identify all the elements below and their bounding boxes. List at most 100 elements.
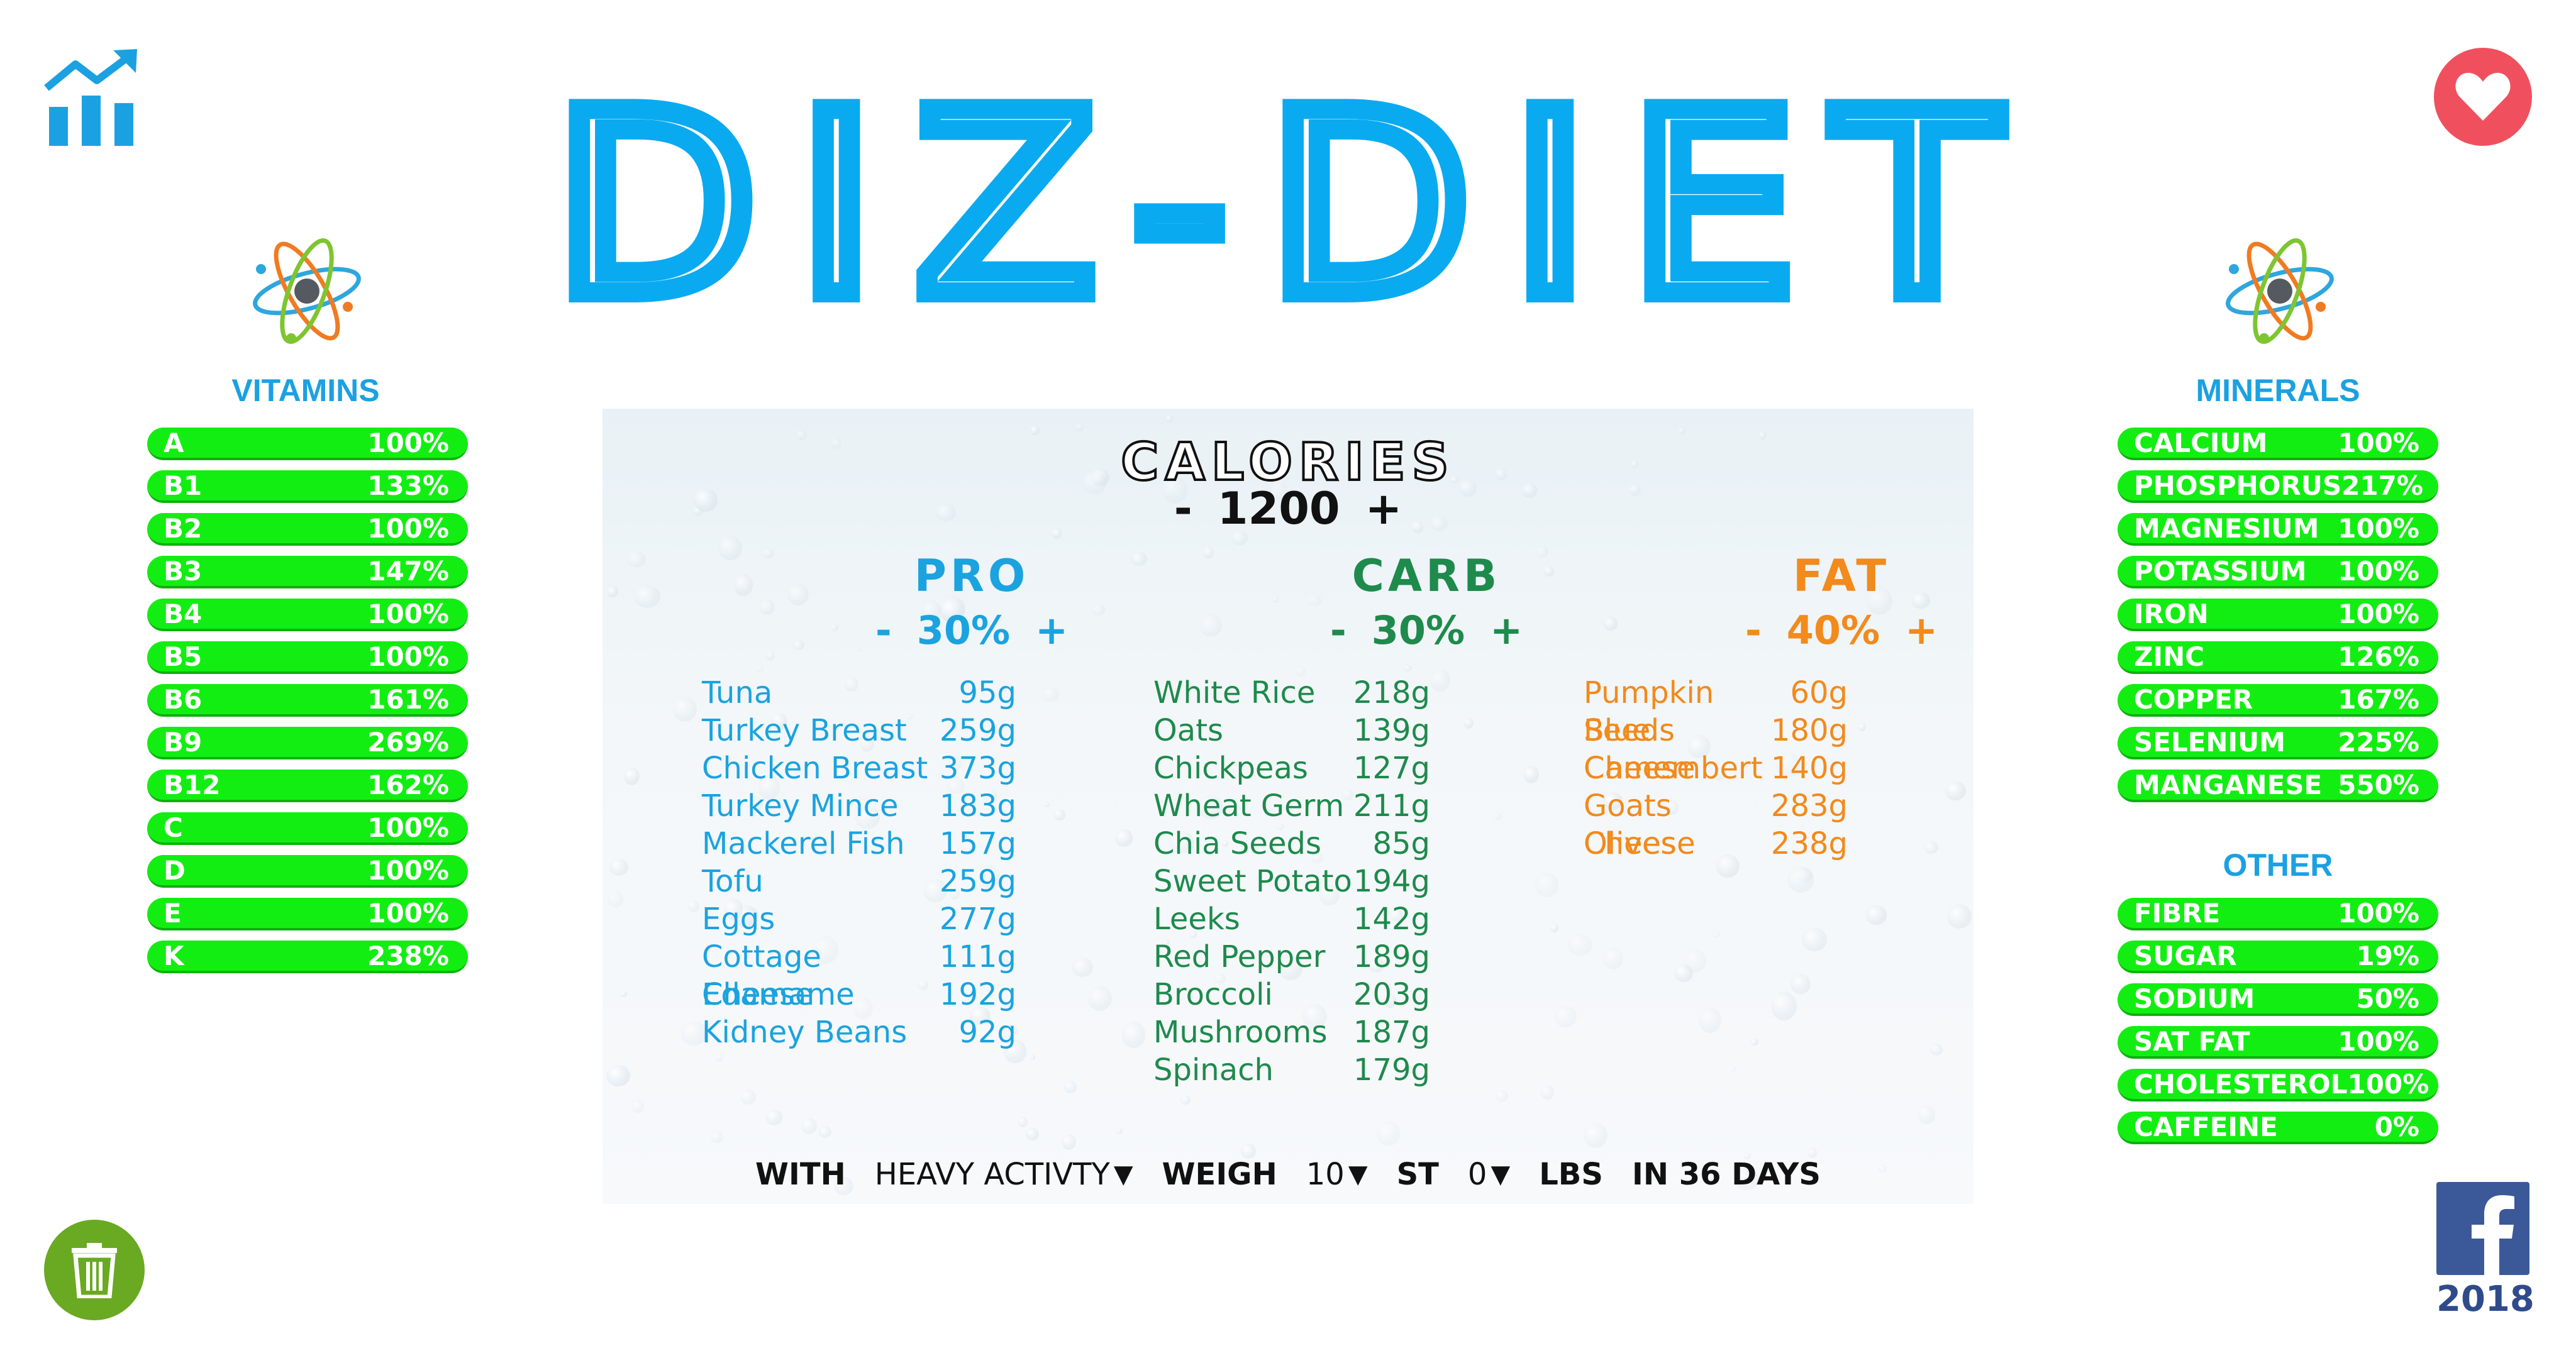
water-drop [715,1052,724,1062]
food-row: Mackerel Fish 157g [702,825,1016,863]
water-drop [758,774,780,800]
app-title-text: DIZ-DIET [553,94,2038,308]
fat-food-list: Pumpkin Seeds 60g Blue Cheese 180g Camembert… [1584,674,1848,863]
calories-minus-button[interactable]: - [1174,483,1192,534]
food-name: Pumpkin Seeds [1584,675,1714,748]
food-row: Cottage Cheese 111g [702,938,1016,1012]
carb-percent: 30% [1371,607,1465,653]
water-drop [1064,1081,1077,1094]
water-drop [1411,520,1423,534]
water-drop [1550,923,1559,932]
food-amount: 179g [1353,1052,1430,1088]
food-row: Mushrooms 187g [1153,1013,1430,1051]
water-drop [845,676,858,692]
water-drop [1081,472,1107,495]
nutrient-pill: COPPER 167% [2118,684,2438,717]
water-drop [1204,837,1211,843]
protein-minus-button[interactable]: - [875,607,892,653]
water-drop [1677,428,1686,434]
nutrient-percent: 100% [367,854,449,886]
nutrient-label: IRON [2134,598,2209,629]
water-drop [770,712,788,731]
water-drop [949,888,960,900]
food-row: Broccoli 203g [1153,976,1430,1013]
water-drop [1121,1022,1146,1048]
facebook-share[interactable]: 2018 [2436,1182,2534,1327]
water-drop [623,767,640,786]
facebook-icon[interactable] [2436,1182,2529,1275]
food-name: Olives [1584,826,1677,861]
protein-stepper: - 30% + [814,607,1129,653]
food-name: Tofu [702,864,763,899]
water-drop [855,646,863,652]
clear-button[interactable] [44,1220,145,1320]
heart-icon [2455,72,2511,121]
water-drop [1403,664,1412,672]
food-amount: 194g [1353,864,1430,899]
food-amount: 127g [1353,751,1430,786]
food-amount: 140g [1770,751,1848,786]
water-drop [1496,1090,1509,1103]
carb-title: CARB [1352,550,1501,602]
lbs-label: LBS [1539,1157,1603,1192]
water-drop [1004,1030,1013,1039]
water-drop [1222,840,1229,847]
food-name: Turkey Breast [702,713,907,748]
st-label: ST [1396,1157,1439,1192]
water-drop [1272,596,1279,603]
app-title: DIZ-DIET [541,50,2050,362]
nutrient-pill: CHOLESTEROL 100% [2118,1069,2438,1101]
favorite-button[interactable] [2434,48,2532,146]
pounds-dropdown[interactable]: 0 ▼ [1468,1157,1510,1192]
water-drop [834,1177,853,1195]
nutrient-pill: MAGNESIUM 100% [2118,513,2438,546]
nutrient-label: A [164,427,184,458]
dropdown-arrow-icon: ▼ [1491,1160,1511,1189]
water-drop [1744,1152,1751,1159]
nutrient-pill: PHOSPHORUS 217% [2118,470,2438,503]
stones-dropdown[interactable]: 10 ▼ [1306,1157,1368,1192]
activity-dropdown[interactable]: HEAVY ACTIVTY ▼ [875,1157,1133,1192]
carb-minus-button[interactable]: - [1330,607,1346,653]
water-drop [1750,1039,1759,1046]
water-drop [1734,1168,1759,1190]
water-drop [1665,800,1679,815]
protein-plus-button[interactable]: + [1035,607,1069,653]
water-drop [1521,483,1537,499]
carb-plus-button[interactable]: + [1490,607,1523,653]
calories-plus-button[interactable]: + [1365,483,1402,534]
food-amount: 95g [958,675,1016,710]
water-drop [1389,908,1404,922]
chart-growth-icon[interactable] [43,49,143,150]
nutrient-label: MANGANESE [2134,769,2323,800]
water-drop [1091,468,1110,487]
food-amount: 192g [939,977,1016,1012]
dropdown-arrow-icon: ▼ [1348,1160,1368,1189]
nutrient-label: FIBRE [2134,897,2221,929]
water-drop [1819,614,1828,624]
nutrient-percent: 269% [367,726,449,758]
water-drop [1567,934,1592,956]
food-name: Mushrooms [1153,1015,1328,1050]
water-drop [796,429,807,441]
water-drop [1025,1127,1040,1140]
nutrient-pill: POTASSIUM 100% [2118,556,2438,588]
fat-title: FAT [1792,550,1890,602]
water-drop [1197,795,1224,820]
water-drop [740,1090,757,1105]
vitamins-title: VITAMINS [231,373,380,408]
water-drop [634,585,661,608]
nutrient-pill: MANGANESE 550% [2118,770,2438,802]
water-drop [762,548,774,559]
water-drop [801,1118,818,1135]
vitamins-list: A 100% B1 133% B2 100% B3 147% B4 100% B5 100% B6 161… [147,428,468,983]
water-drop [935,504,956,521]
food-row: Chickpeas 127g [1153,749,1430,787]
food-name: Mackerel Fish [702,826,905,861]
water-drop [1523,766,1540,784]
water-drop [1030,425,1040,435]
atom-icon [247,231,367,351]
nutrient-percent: 100% [367,598,449,629]
fat-minus-button[interactable]: - [1745,607,1762,653]
fat-plus-button[interactable]: + [1905,607,1938,653]
